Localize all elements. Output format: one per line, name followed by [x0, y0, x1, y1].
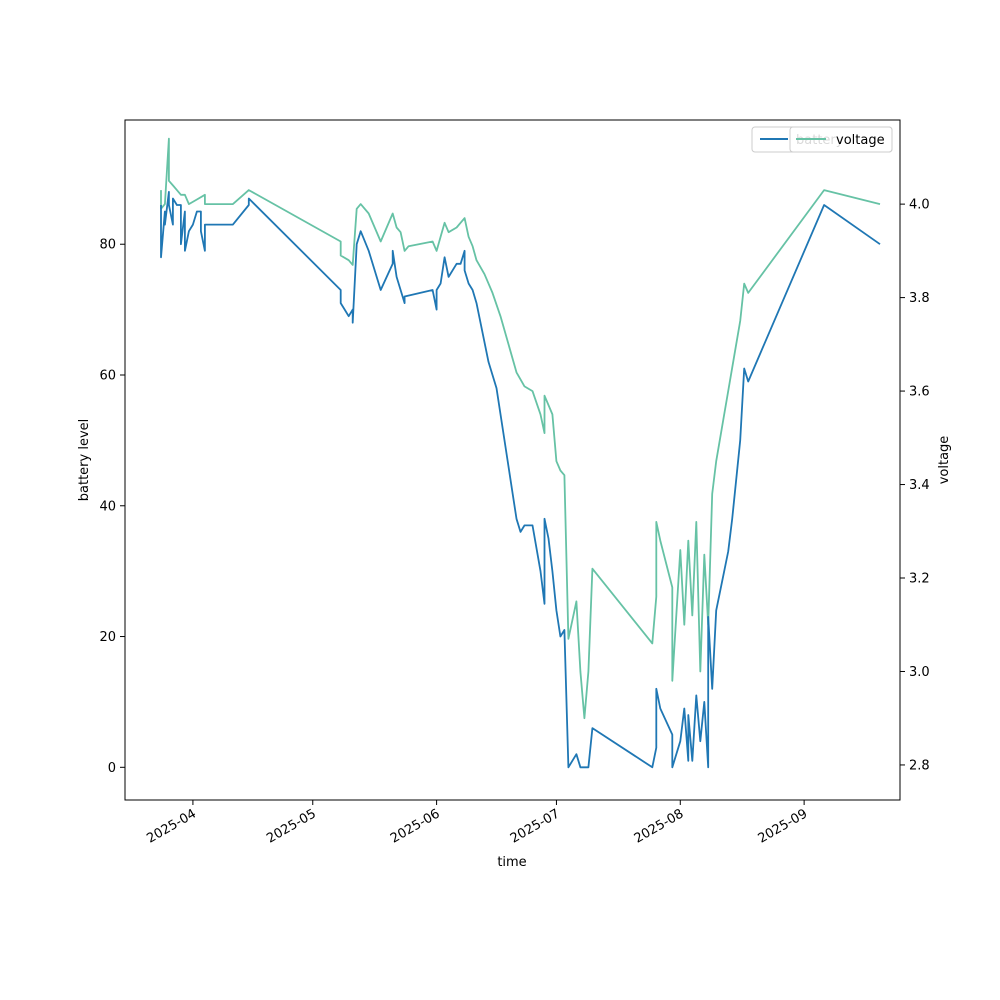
right-y-tick-label: 3.2 — [909, 572, 930, 587]
x-tick-label: 2025-07 — [508, 806, 563, 846]
left-y-axis-label: battery level — [77, 419, 92, 502]
right-y-tick-label: 4.0 — [909, 198, 930, 213]
left-y-axis: 0 20 40 60 80 — [99, 238, 125, 776]
right-y-tick-label: 3.8 — [909, 291, 930, 306]
right-y-tick-label: 2.8 — [909, 758, 930, 773]
x-tick-label: 2025-04 — [144, 806, 199, 846]
left-y-tick-label: 0 — [108, 761, 116, 776]
right-y-tick-label: 3.6 — [909, 385, 930, 400]
right-y-tick-label: 3.4 — [909, 478, 930, 493]
x-tick-label: 2025-08 — [632, 806, 687, 846]
left-y-tick-label: 20 — [99, 630, 116, 645]
x-axis: 2025-04 2025-05 2025-06 2025-07 2025-08 2025-… — [144, 800, 810, 847]
x-tick-label: 2025-05 — [264, 806, 319, 846]
x-axis-label: time — [497, 855, 526, 870]
left-y-tick-label: 60 — [99, 369, 116, 384]
left-y-tick-label: 40 — [99, 499, 116, 514]
legend-voltage: voltage — [789, 126, 893, 153]
right-y-tick-label: 3.0 — [909, 665, 930, 680]
series-line-voltage — [160, 137, 881, 720]
series-line-battery — [160, 191, 881, 769]
legend-voltage-label: voltage — [836, 133, 885, 148]
right-y-axis-label: voltage — [937, 436, 952, 485]
series-lines — [160, 137, 881, 769]
left-y-tick-label: 80 — [99, 238, 116, 253]
plot-frame — [124, 119, 901, 801]
x-tick-label: 2025-09 — [756, 806, 811, 846]
legend-voltage-box — [789, 126, 893, 153]
x-tick-label: 2025-06 — [388, 806, 443, 846]
right-y-axis: 2.8 3.0 3.2 3.4 3.6 3.8 4.0 — [900, 198, 930, 773]
